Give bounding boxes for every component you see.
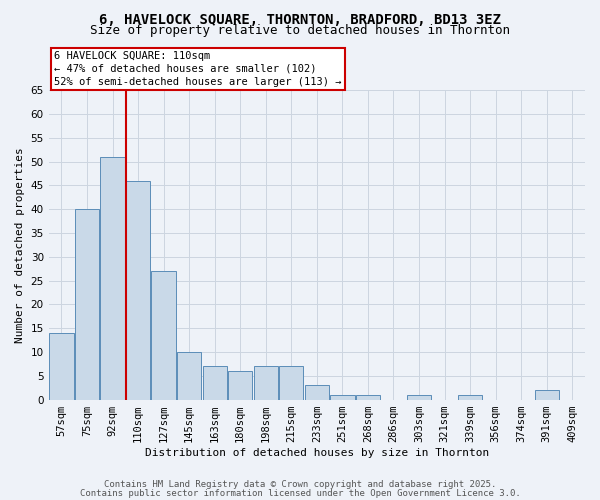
- Text: Contains public sector information licensed under the Open Government Licence 3.: Contains public sector information licen…: [80, 489, 520, 498]
- Text: Size of property relative to detached houses in Thornton: Size of property relative to detached ho…: [90, 24, 510, 37]
- Bar: [305, 386, 329, 400]
- Bar: [535, 390, 559, 400]
- Bar: [458, 395, 482, 400]
- Bar: [75, 209, 99, 400]
- Bar: [126, 180, 150, 400]
- Bar: [407, 395, 431, 400]
- Bar: [330, 395, 355, 400]
- Bar: [356, 395, 380, 400]
- Bar: [49, 333, 74, 400]
- Bar: [228, 371, 253, 400]
- Y-axis label: Number of detached properties: Number of detached properties: [15, 147, 25, 343]
- Bar: [254, 366, 278, 400]
- Bar: [100, 157, 125, 400]
- Bar: [203, 366, 227, 400]
- Text: 6 HAVELOCK SQUARE: 110sqm
← 47% of detached houses are smaller (102)
52% of semi: 6 HAVELOCK SQUARE: 110sqm ← 47% of detac…: [54, 51, 341, 87]
- Text: Contains HM Land Registry data © Crown copyright and database right 2025.: Contains HM Land Registry data © Crown c…: [104, 480, 496, 489]
- X-axis label: Distribution of detached houses by size in Thornton: Distribution of detached houses by size …: [145, 448, 489, 458]
- Text: 6, HAVELOCK SQUARE, THORNTON, BRADFORD, BD13 3EZ: 6, HAVELOCK SQUARE, THORNTON, BRADFORD, …: [99, 12, 501, 26]
- Bar: [151, 271, 176, 400]
- Bar: [279, 366, 304, 400]
- Bar: [177, 352, 201, 400]
